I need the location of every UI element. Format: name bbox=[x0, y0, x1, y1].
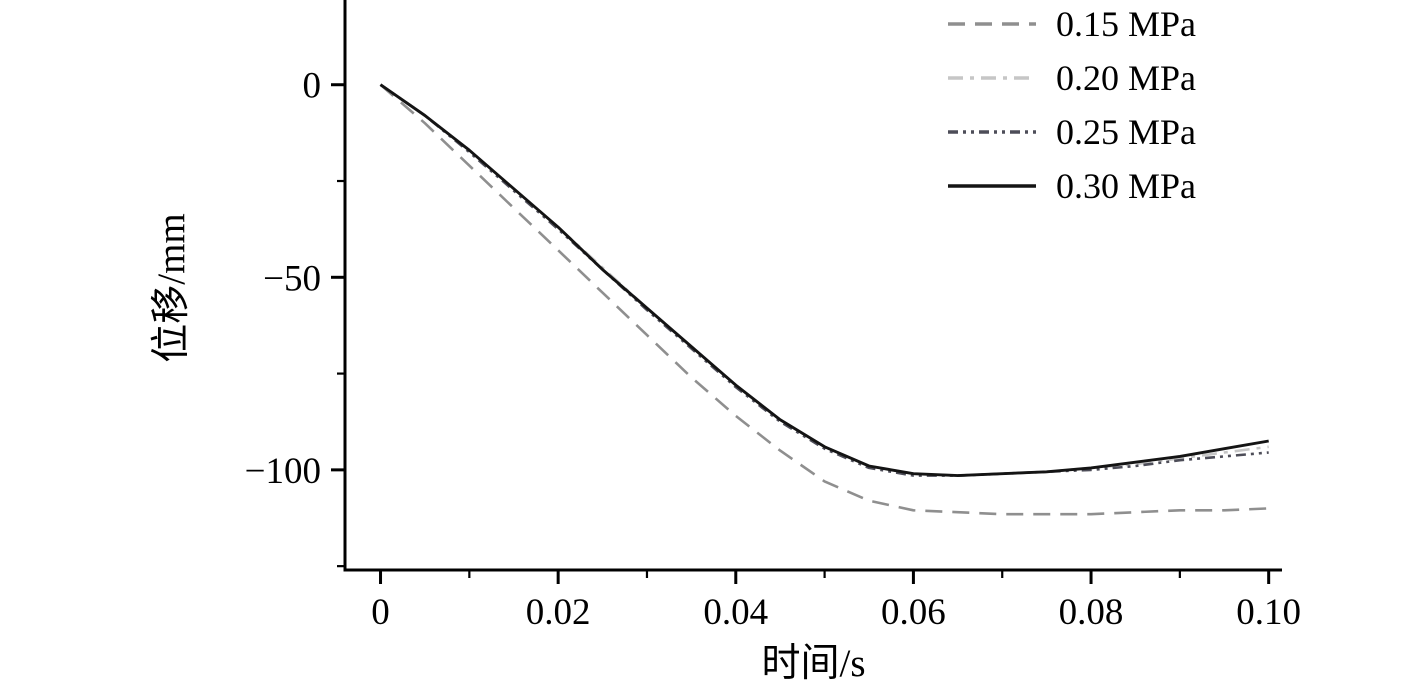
legend-item: 0.30 MPa bbox=[948, 159, 1196, 213]
x-tick-label: 0.04 bbox=[703, 592, 768, 633]
legend-item: 0.25 MPa bbox=[948, 105, 1196, 159]
series-line-2 bbox=[379, 83, 1269, 477]
legend-item: 0.15 MPa bbox=[948, 0, 1196, 51]
x-axis-label: 时间/s bbox=[761, 642, 866, 685]
y-tick-label: −100 bbox=[245, 451, 321, 492]
legend-line-sample bbox=[948, 130, 1036, 134]
x-tick-label: 0.08 bbox=[1059, 592, 1124, 633]
series-line-3 bbox=[379, 83, 1269, 478]
y-tick-label: −50 bbox=[263, 258, 321, 299]
x-tick-label: 0.02 bbox=[526, 592, 591, 633]
legend-item: 0.20 MPa bbox=[948, 51, 1196, 105]
x-tick-label: 0 bbox=[371, 592, 390, 633]
y-axis-label: 位移/mm bbox=[150, 213, 193, 363]
legend-label: 0.30 MPa bbox=[1056, 166, 1197, 206]
x-tick-label: 0.06 bbox=[881, 592, 946, 633]
legend: 0.15 MPa 0.20 MPa 0.25 MPa 0.30 MPa bbox=[948, 0, 1196, 213]
legend-label: 0.20 MPa bbox=[1056, 58, 1197, 98]
legend-line-sample bbox=[948, 184, 1036, 188]
y-tick-label: 0 bbox=[303, 66, 322, 107]
legend-line-sample bbox=[948, 76, 1036, 80]
legend-label: 0.15 MPa bbox=[1056, 4, 1197, 44]
x-tick-label: 0.10 bbox=[1236, 592, 1301, 633]
legend-label: 0.25 MPa bbox=[1056, 112, 1197, 152]
legend-line-sample bbox=[948, 22, 1036, 26]
series-line-0 bbox=[379, 83, 1269, 516]
